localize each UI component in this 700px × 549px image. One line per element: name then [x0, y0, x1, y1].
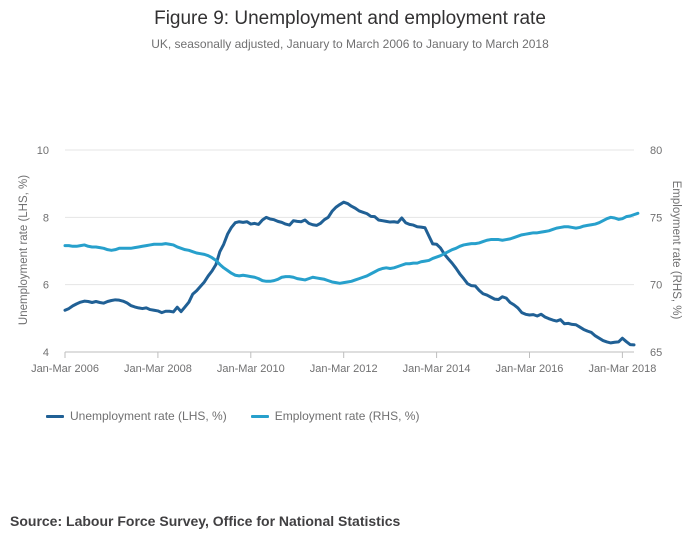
x-tick-label: Jan-Mar 2016	[496, 363, 564, 375]
employment-rate-line[interactable]	[63, 211, 640, 285]
legend-swatch-unemployment	[46, 414, 64, 418]
source-note: Source: Labour Force Survey, Office for …	[10, 513, 401, 529]
x-tick-label: Jan-Mar 2010	[217, 363, 285, 375]
chart-subtitle: UK, seasonally adjusted, January to Marc…	[151, 37, 549, 51]
axes: 4 6 8 10 65 70 75 80 Jan-Mar 2006 Jan-Mar 2008 Jan…	[31, 145, 662, 375]
x-tick-label: Jan-Mar 2012	[310, 363, 378, 375]
x-tick-label: Jan-Mar 2014	[403, 363, 471, 375]
y-right-tick-label: 65	[650, 347, 662, 359]
y-right-tick-label: 75	[650, 212, 662, 224]
y-axis-left-title: Unemployment rate (LHS, %)	[18, 175, 30, 325]
legend: Unemployment rate (LHS, %) Employment ra…	[46, 409, 443, 423]
legend-label-unemployment: Unemployment rate (LHS, %)	[70, 409, 227, 423]
x-tick-label: Jan-Mar 2018	[588, 363, 656, 375]
line-chart: 4 6 8 10 65 70 75 80 Jan-Mar 2006 Jan-Mar 2008 Jan…	[18, 145, 682, 375]
y-left-tick-label: 8	[43, 212, 49, 224]
y-axis-right-title: Employment rate (RHS, %)	[670, 181, 682, 320]
gridlines	[65, 149, 634, 286]
chart-title: Figure 9: Unemployment and employment ra…	[154, 8, 546, 29]
x-tick-label: Jan-Mar 2006	[31, 363, 99, 375]
legend-item-employment[interactable]: Employment rate (RHS, %)	[250, 409, 420, 423]
y-right-tick-label: 80	[650, 145, 662, 157]
legend-label-employment: Employment rate (RHS, %)	[274, 409, 420, 423]
y-left-tick-label: 4	[43, 347, 49, 359]
y-right-tick-label: 70	[650, 280, 662, 292]
series-lines	[63, 200, 640, 347]
y-left-tick-label: 10	[37, 145, 49, 157]
legend-item-unemployment[interactable]: Unemployment rate (LHS, %)	[46, 409, 227, 423]
y-left-tick-label: 6	[43, 280, 49, 292]
x-tick-label: Jan-Mar 2008	[124, 363, 192, 375]
unemployment-rate-line[interactable]	[63, 200, 636, 347]
legend-swatch-employment	[250, 414, 269, 418]
